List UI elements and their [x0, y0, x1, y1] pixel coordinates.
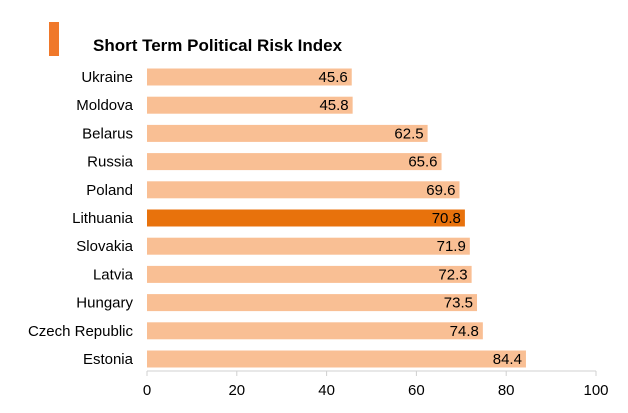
value-label-russia: 65.6	[408, 154, 437, 171]
x-tick-label-60: 60	[408, 382, 425, 399]
title-accent-bar	[49, 22, 59, 56]
bar-slovakia	[147, 237, 470, 255]
value-label-latvia: 72.3	[438, 266, 467, 283]
x-axis: 0 20 40 60 80 100	[143, 370, 609, 399]
value-label-estonia: 84.4	[493, 351, 522, 368]
x-tick-label-100: 100	[583, 382, 608, 399]
category-label-hungary: Hungary	[76, 295, 133, 312]
value-label-ukraine: 45.6	[319, 69, 348, 86]
value-label-moldova: 45.8	[319, 97, 348, 114]
chart-title: Short Term Political Risk Index	[93, 36, 343, 55]
value-label-poland: 69.6	[426, 182, 455, 199]
category-label-poland: Poland	[86, 182, 133, 199]
value-label-slovakia: 71.9	[437, 238, 466, 255]
bar-estonia	[147, 350, 526, 368]
labels-layer: Ukraine 45.6 Moldova 45.8 Belarus 62.5 Russia 6…	[28, 69, 522, 368]
category-label-lithuania: Lithuania	[72, 210, 134, 227]
category-label-moldova: Moldova	[76, 97, 133, 114]
category-label-latvia: Latvia	[93, 266, 134, 283]
bar-moldova	[147, 96, 353, 114]
category-label-slovakia: Slovakia	[76, 238, 133, 255]
bar-hungary	[147, 294, 478, 312]
bar-czech-republic	[147, 322, 483, 340]
value-label-lithuania: 70.8	[432, 210, 461, 227]
bar-lithuania	[147, 209, 465, 227]
category-label-ukraine: Ukraine	[81, 69, 133, 86]
category-label-belarus: Belarus	[82, 125, 133, 142]
bar-belarus	[147, 124, 428, 142]
value-label-czech-republic: 74.8	[450, 323, 479, 340]
value-label-hungary: 73.5	[444, 295, 473, 312]
category-label-estonia: Estonia	[83, 351, 134, 368]
value-label-belarus: 62.5	[394, 125, 423, 142]
x-tick-label-80: 80	[498, 382, 515, 399]
category-label-czech-republic: Czech Republic	[28, 323, 134, 340]
bars-layer	[147, 68, 526, 368]
bar-latvia	[147, 265, 472, 283]
bar-ukraine	[147, 68, 352, 86]
bar-russia	[147, 153, 442, 171]
bar-poland	[147, 181, 460, 199]
category-label-russia: Russia	[87, 154, 134, 171]
x-tick-label-20: 20	[228, 382, 245, 399]
x-tick-label-0: 0	[143, 382, 151, 399]
x-tick-label-40: 40	[318, 382, 335, 399]
